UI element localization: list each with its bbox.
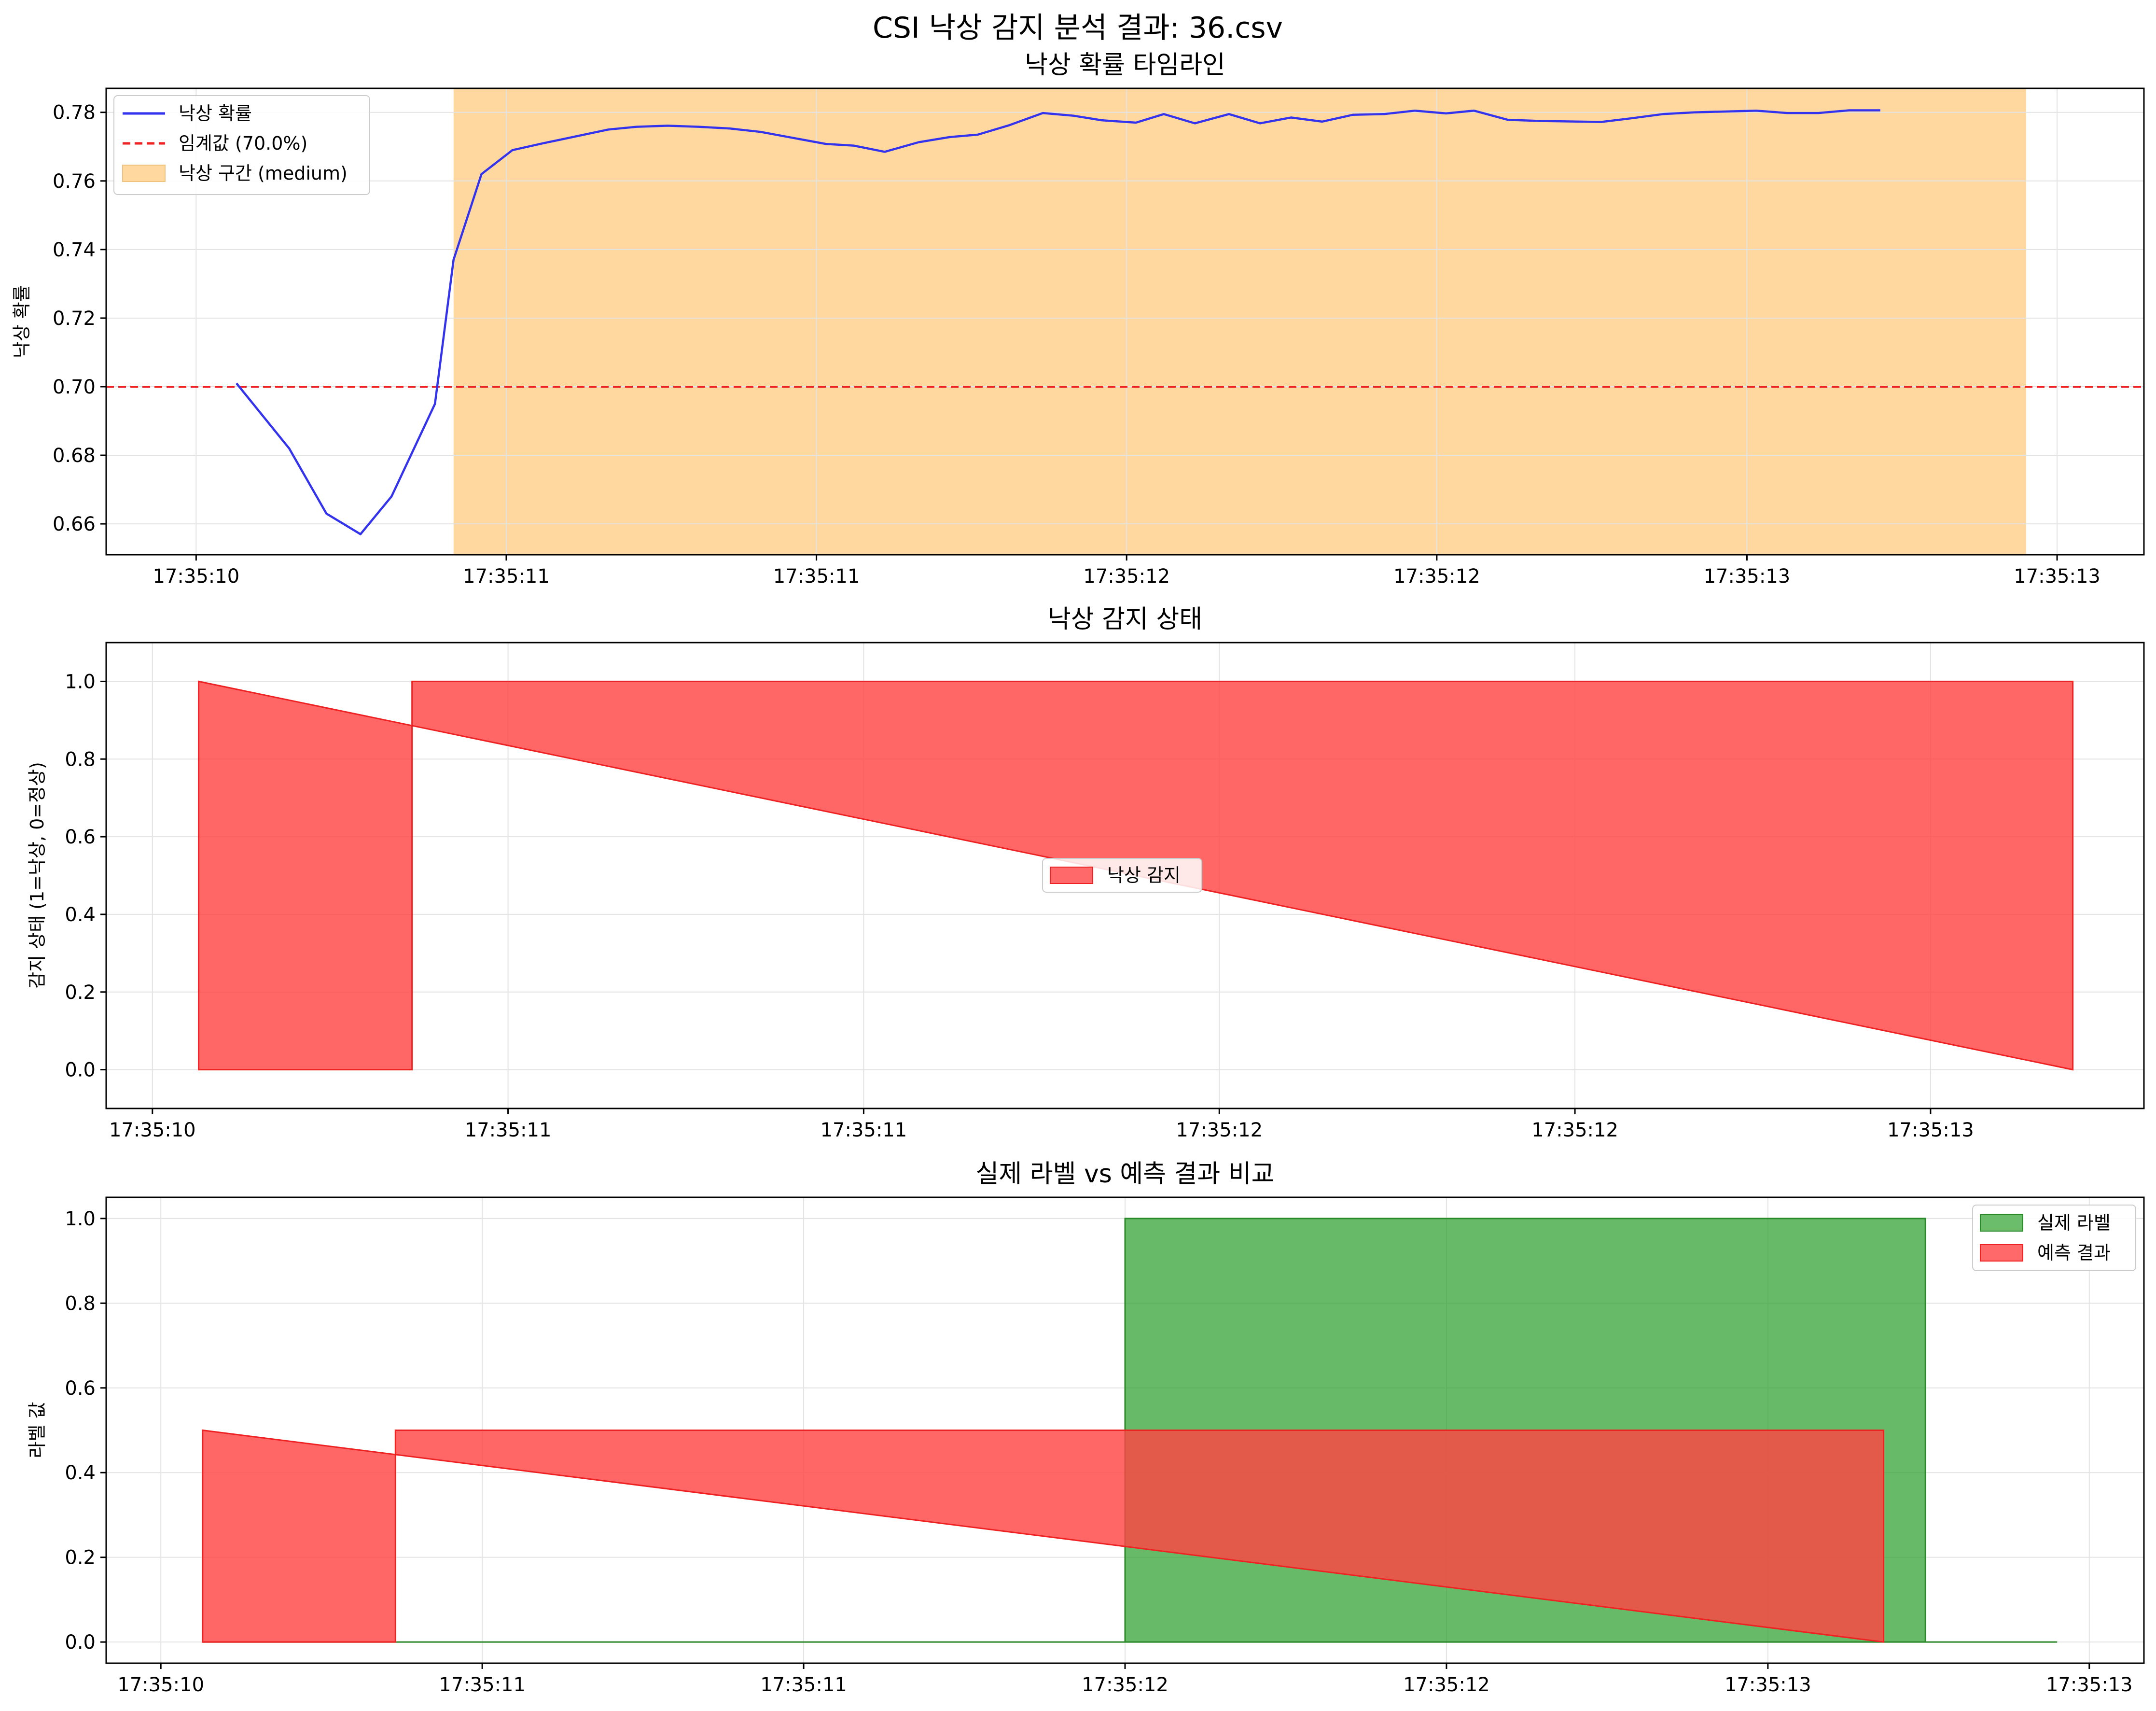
- panel3-title: 실제 라벨 vs 예측 결과 비교: [976, 1160, 1275, 1189]
- x-tick-label: 17:35:11: [773, 565, 860, 588]
- panel1-frame: [105, 87, 2145, 556]
- legend-actual-label-swatch: [1980, 1214, 2023, 1232]
- x-tick-label: 17:35:12: [1082, 1674, 1168, 1696]
- x-tick-label: 17:35:13: [1887, 1119, 1974, 1141]
- panel1-ylabel: 낙상 확률: [11, 285, 32, 358]
- legend-prediction-text: 예측 결과: [2037, 1242, 2111, 1263]
- x-tick-label: 17:35:10: [153, 565, 240, 588]
- y-tick-label: 0.78: [53, 102, 96, 124]
- x-tick-label: 17:35:10: [117, 1674, 204, 1696]
- x-tick-label: 17:35:13: [2046, 1674, 2133, 1696]
- legend-threshold-label: 임계값 (70.0%): [179, 133, 307, 154]
- legend-detection-swatch: [1050, 867, 1093, 884]
- x-tick-label: 17:35:12: [1403, 1674, 1490, 1696]
- legend-detection-label: 낙상 감지: [1107, 865, 1181, 886]
- x-tick-label: 17:35:12: [1531, 1119, 1618, 1141]
- panel2-legend: 낙상 감지: [1042, 858, 1202, 893]
- legend-probability-label: 낙상 확률: [179, 103, 252, 124]
- y-tick-label: 1.0: [65, 671, 96, 693]
- x-tick-label: 17:35:11: [760, 1674, 847, 1696]
- legend-fall-span-label: 낙상 구간 (medium): [179, 163, 348, 184]
- figure-suptitle: CSI 낙상 감지 분석 결과: 36.csv: [873, 11, 1283, 45]
- y-tick-label: 0.72: [53, 308, 96, 330]
- panel2-frame: [105, 642, 2145, 1109]
- x-tick-label: 17:35:12: [1393, 565, 1480, 588]
- x-tick-label: 17:35:12: [1083, 565, 1170, 588]
- panel3-ylabel: 라벨 값: [27, 1402, 48, 1459]
- probability-timeline-chart: 낙상 확률 타임라인 17:35:10 17:35:11 17:35:11 17:35…: [11, 51, 2145, 588]
- probability-series-line: [236, 109, 1880, 535]
- y-tick-label: 0.70: [53, 376, 96, 398]
- panel2-title: 낙상 감지 상태: [1048, 605, 1202, 634]
- x-tick-label: 17:35:11: [463, 565, 550, 588]
- y-tick-label: 0.2: [65, 1547, 96, 1569]
- panel3-legend: 실제 라벨 예측 결과: [1972, 1205, 2136, 1271]
- y-tick-label: 0.4: [65, 904, 96, 926]
- x-tick-label: 17:35:13: [1725, 1674, 1811, 1696]
- x-tick-label: 17:35:13: [1704, 565, 1791, 588]
- panel2-ylabel: 감지 상태 (1=낙상, 0=정상): [27, 762, 48, 989]
- y-tick-label: 0.6: [65, 1377, 96, 1400]
- y-tick-label: 0.4: [65, 1462, 96, 1484]
- x-tick-label: 17:35:12: [1176, 1119, 1263, 1141]
- y-tick-label: 0.74: [53, 239, 96, 261]
- panel1-title: 낙상 확률 타임라인: [1025, 51, 1225, 80]
- legend-actual-label-text: 실제 라벨: [2037, 1212, 2111, 1234]
- detection-state-chart: 낙상 감지 상태 17:35:10 17:35:11 17:35:11 17:35:1…: [27, 605, 2145, 1141]
- y-tick-label: 0.66: [53, 513, 96, 535]
- x-tick-label: 17:35:10: [109, 1119, 196, 1141]
- x-tick-label: 17:35:11: [821, 1119, 907, 1141]
- y-tick-label: 1.0: [65, 1208, 96, 1230]
- fall-span-region: [453, 88, 2026, 555]
- x-tick-label: 17:35:11: [465, 1119, 552, 1141]
- prediction-area: [202, 1429, 1885, 1643]
- y-tick-label: 0.8: [65, 1292, 96, 1315]
- y-tick-label: 0.0: [65, 1059, 96, 1081]
- y-tick-label: 0.76: [53, 170, 96, 193]
- panel1-legend: 낙상 확률 임계값 (70.0%) 낙상 구간 (medium): [113, 95, 370, 195]
- y-tick-label: 0.6: [65, 826, 96, 848]
- legend-fall-span-swatch: [122, 165, 166, 182]
- label-vs-prediction-chart: 실제 라벨 vs 예측 결과 비교 17:35:10 17:35:11 17:35:…: [27, 1160, 2145, 1696]
- x-tick-label: 17:35:13: [2014, 565, 2100, 588]
- y-tick-label: 0.8: [65, 748, 96, 771]
- y-tick-label: 0.0: [65, 1631, 96, 1654]
- legend-prediction-swatch: [1980, 1244, 2023, 1262]
- y-tick-label: 0.68: [53, 445, 96, 467]
- y-tick-label: 0.2: [65, 982, 96, 1004]
- x-tick-label: 17:35:11: [439, 1674, 526, 1696]
